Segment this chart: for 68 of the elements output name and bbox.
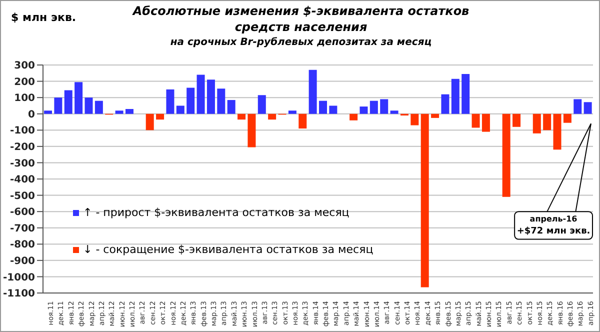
y-tick-label: -1000 [3,272,36,284]
y-tick-label: 100 [14,93,36,104]
bar [512,114,521,127]
bar [186,88,195,114]
bar [308,70,317,114]
bar [166,89,174,114]
y-tick-label: -800 [10,240,36,251]
y-tick-label: -300 [10,158,36,170]
bar [298,114,307,129]
annotation: апрель-16 +$72 млн экв. [516,214,590,237]
bar [288,110,296,114]
bar [156,114,164,120]
y-tick-label: -900 [10,256,36,267]
bar [482,114,490,132]
bar [350,114,358,120]
y-tick-label: 0 [28,109,36,120]
bar [268,114,276,120]
bar [248,114,256,148]
y-tick-label: -600 [10,207,36,218]
y-tick-label: 300 [14,60,36,72]
bar [44,110,52,114]
bar [146,114,154,130]
bar [54,98,62,114]
y-tick-label: -1100 [3,288,36,300]
bar [84,98,93,114]
chart-title: Абсолютные изменения $-эквивалента остатков средств населения [131,3,470,35]
bar [502,114,510,197]
bar [574,99,582,114]
bar [319,100,327,114]
bar [94,100,103,114]
bar [227,100,236,114]
bar [472,114,480,128]
bar [370,100,378,114]
bar [532,114,541,134]
bar [206,80,215,114]
bar [176,106,184,114]
bar [125,108,134,114]
bar [410,114,419,126]
bar [563,114,572,123]
y-tick-label: 200 [14,76,36,88]
bar [431,114,440,118]
bar [380,99,388,114]
y-tick-label: -700 [10,223,36,234]
bar [390,110,398,114]
bar [543,114,552,130]
bar [553,114,562,150]
bar [115,110,124,114]
bar [217,88,226,114]
bar [420,114,429,288]
bar [360,106,368,114]
bar [238,114,246,120]
y-tick-label: -500 [10,190,36,202]
y-tick-label: -100 [10,126,36,137]
legend-label: ↑ - прирост $-эквивалента остатков за месяц [83,206,350,219]
bar [258,95,266,114]
bar [441,94,450,114]
bar [462,74,470,114]
y-axis-title: $ млн экв. [11,11,76,24]
chart-subtitle: на срочных Br-рублевых депозитах за месяц [169,36,433,50]
bar [196,74,205,114]
bar [329,106,338,114]
y-tick-label: -400 [10,174,36,186]
y-tick-label: -200 [10,142,36,153]
bar [74,82,83,114]
bar [451,78,460,114]
legend-label: ↓ - сокращение $-эквивалента остатков за месяц [83,243,374,256]
bar [584,102,592,114]
bar [64,90,72,114]
